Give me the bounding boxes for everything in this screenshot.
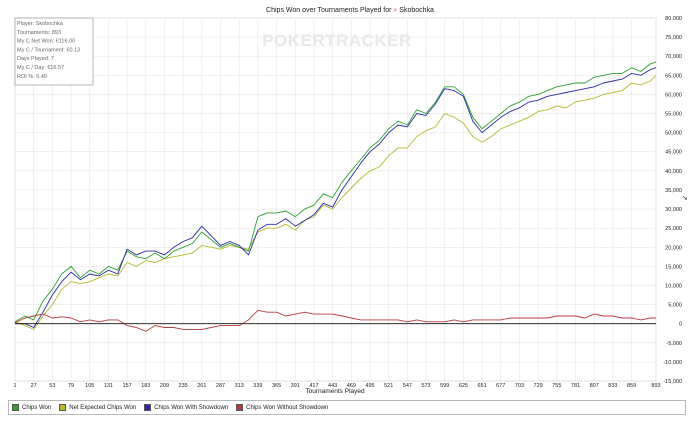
x-axis-ticks: 1 27 53 79 105 131 157 183 209 235 261 287 313 339 365… bbox=[13, 383, 660, 389]
stat-line: My C Net Won: €116.00 bbox=[17, 39, 75, 45]
x-tick-label: 79 bbox=[68, 383, 74, 389]
y-tick-label: 60,000 bbox=[665, 92, 682, 98]
legend-item: Chips Won bbox=[12, 404, 51, 411]
legend-item: Chips Won With Showdown bbox=[144, 404, 228, 411]
x-tick-label: 261 bbox=[197, 383, 206, 389]
series-line-3 bbox=[14, 309, 656, 332]
stat-line: My C / Day: €16.57 bbox=[17, 65, 64, 71]
x-tick-label: 807 bbox=[590, 383, 599, 389]
grid-lines bbox=[14, 17, 657, 382]
x-tick-label: 443 bbox=[328, 383, 337, 389]
x-tick-label: 677 bbox=[496, 383, 505, 389]
y-tick-label: 50,000 bbox=[665, 131, 682, 137]
x-tick-label: 131 bbox=[104, 383, 113, 389]
plot-area bbox=[14, 17, 657, 382]
chart-title: Chips Won over Tournaments Played for ⌕ … bbox=[266, 7, 434, 14]
stat-line: Player: Skobochka bbox=[17, 21, 64, 27]
chart-title-player: Skobochka bbox=[399, 7, 434, 14]
x-tick-label: 53 bbox=[49, 383, 55, 389]
legend: Chips Won Net Expected Chips Won Chips Won… bbox=[8, 400, 686, 415]
legend-label: Chips Won Without Showdown bbox=[246, 404, 329, 411]
x-tick-label: 703 bbox=[515, 383, 524, 389]
stat-line: ROI %: 6.49 bbox=[17, 74, 47, 80]
series-line-1 bbox=[14, 74, 657, 330]
y-tick-label: -15,000 bbox=[663, 379, 682, 385]
y-tick-label: 35,000 bbox=[665, 188, 682, 194]
legend-label: Chips Won With Showdown bbox=[154, 404, 229, 411]
x-tick-label: 651 bbox=[478, 383, 487, 389]
stat-line: My C / Tournament: €0.13 bbox=[17, 47, 80, 53]
legend-label: Net Expected Chips Won bbox=[69, 404, 137, 411]
x-tick-label: 547 bbox=[403, 383, 412, 389]
legend-item: Chips Won Without Showdown bbox=[236, 404, 328, 411]
legend-item: Net Expected Chips Won bbox=[59, 404, 136, 411]
chart-title-text: Chips Won over Tournaments Played for bbox=[266, 7, 392, 14]
x-tick-label: 365 bbox=[272, 383, 281, 389]
x-tick-label: 391 bbox=[291, 383, 300, 389]
legend-swatch bbox=[59, 404, 67, 411]
x-axis-label: Tournaments Played bbox=[305, 388, 365, 395]
y-tick-label: -5,000 bbox=[666, 341, 682, 347]
x-tick-label: 521 bbox=[384, 383, 393, 389]
y-tick-label: 5,000 bbox=[668, 303, 682, 309]
stats-box: Player: Skobochka Tournaments: 893 My C Ne… bbox=[14, 17, 94, 86]
x-tick-label: 859 bbox=[627, 383, 636, 389]
cursor-icon: ➘ bbox=[682, 195, 688, 202]
x-tick-label: 833 bbox=[608, 383, 617, 389]
y-tick-label: 30,000 bbox=[665, 207, 682, 213]
x-tick-label: 287 bbox=[216, 383, 225, 389]
player-marker-icon: ⌕ bbox=[393, 7, 399, 14]
x-tick-label: 781 bbox=[571, 383, 580, 389]
y-axis-ticks: -15,000 -10,000 -5,000 0 5,000 10,000 15,000 20… bbox=[663, 16, 682, 385]
y-tick-label: 10,000 bbox=[665, 283, 682, 289]
x-tick-label: 209 bbox=[160, 383, 169, 389]
legend-swatch bbox=[236, 404, 244, 411]
legend-swatch bbox=[12, 404, 19, 411]
x-tick-label: 729 bbox=[534, 383, 543, 389]
y-tick-label: 15,000 bbox=[665, 264, 682, 270]
x-tick-label: 755 bbox=[552, 383, 561, 389]
stat-line: Tournaments: 893 bbox=[17, 30, 61, 36]
y-tick-label: 65,000 bbox=[665, 73, 682, 79]
y-tick-label: 0 bbox=[679, 322, 682, 328]
y-tick-label: 20,000 bbox=[665, 245, 682, 251]
x-tick-label: 573 bbox=[421, 383, 430, 389]
x-tick-label: 339 bbox=[253, 383, 262, 389]
x-tick-label: 417 bbox=[309, 383, 318, 389]
y-tick-label: 70,000 bbox=[665, 54, 682, 60]
x-tick-label: 893 bbox=[651, 383, 660, 389]
x-tick-label: 625 bbox=[459, 383, 468, 389]
x-tick-label: 495 bbox=[365, 383, 374, 389]
watermark: POKERTRACKER bbox=[262, 31, 412, 50]
x-tick-label: 157 bbox=[123, 383, 132, 389]
x-tick-label: 235 bbox=[179, 383, 188, 389]
legend-swatch bbox=[144, 404, 152, 411]
x-tick-label: 1 bbox=[13, 383, 16, 389]
x-tick-label: 599 bbox=[440, 383, 449, 389]
x-tick-label: 105 bbox=[85, 383, 94, 389]
series-line-2 bbox=[15, 67, 657, 328]
x-tick-label: 183 bbox=[141, 383, 150, 389]
stat-line: Days Played: 7 bbox=[17, 56, 54, 62]
y-tick-label: -10,000 bbox=[663, 360, 682, 366]
series-layer bbox=[14, 61, 657, 332]
x-tick-label: 469 bbox=[347, 383, 356, 389]
y-tick-label: 45,000 bbox=[665, 150, 682, 156]
legend-label: Chips Won bbox=[22, 404, 52, 411]
y-tick-label: 55,000 bbox=[665, 112, 682, 118]
x-tick-label: 27 bbox=[31, 383, 37, 389]
y-tick-label: 75,000 bbox=[665, 35, 682, 41]
y-tick-label: 80,000 bbox=[665, 16, 682, 22]
y-tick-label: 40,000 bbox=[665, 169, 682, 175]
y-tick-label: 25,000 bbox=[665, 226, 682, 232]
x-tick-label: 313 bbox=[235, 383, 244, 389]
